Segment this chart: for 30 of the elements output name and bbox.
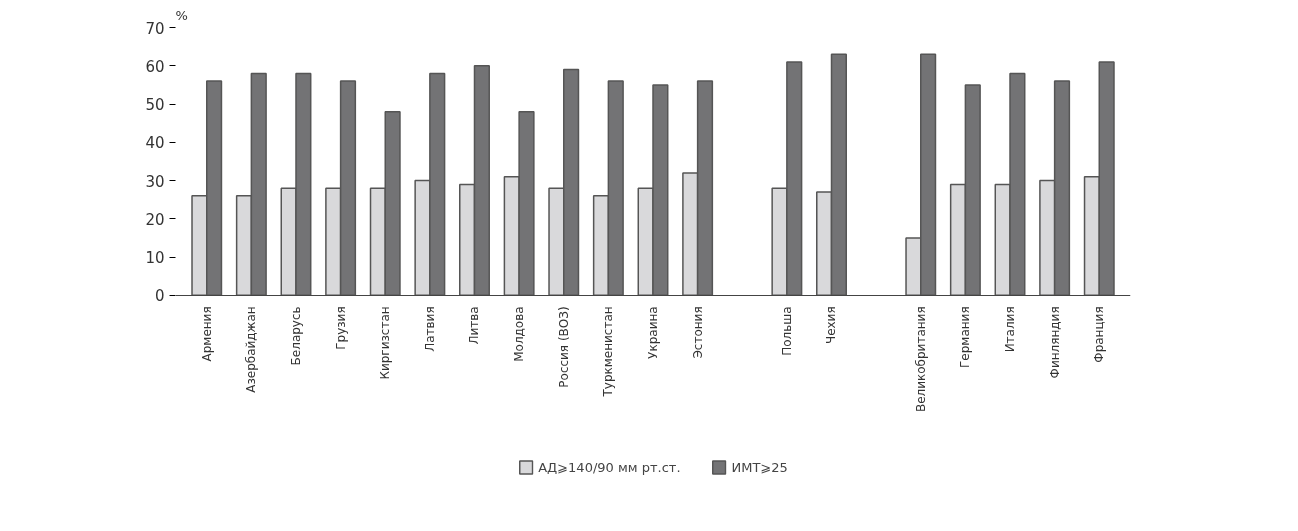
x-tick-label: Азербайджан <box>244 306 259 393</box>
x-tick-label: Финляндия <box>1047 306 1062 379</box>
x-tick-label: Латвия <box>422 306 437 352</box>
x-tick-label: Грузия <box>333 306 348 350</box>
y-tick-label: 60 <box>145 57 165 76</box>
y-tick-label: 10 <box>145 249 165 268</box>
x-tick-label: Италия <box>1003 306 1018 353</box>
x-tick-label: Чехия <box>824 306 839 345</box>
x-tick-label: Беларусь <box>288 306 303 366</box>
x-tick-label: Молдова <box>512 306 527 362</box>
y-tick-label: 40 <box>145 134 165 153</box>
x-tick-label: Великобритания <box>913 306 928 413</box>
x-tick-label: Эстония <box>690 306 705 359</box>
y-axis-title: % <box>175 7 188 23</box>
x-tick-label: Украина <box>646 306 660 359</box>
legend-label: АД⩾140/90 мм рт.ст. <box>538 459 681 475</box>
y-tick-label: 20 <box>145 210 165 229</box>
y-tick-label: 30 <box>145 172 165 191</box>
y-tick-label: 70 <box>145 19 165 38</box>
legend-label: ИМТ⩾25 <box>731 459 788 475</box>
x-tick-label: Литва <box>467 306 482 345</box>
x-tick-label: Польша <box>779 306 794 356</box>
x-tick-label: Германия <box>958 306 973 368</box>
y-tick-label: 0 <box>154 287 165 306</box>
y-tick-label: 50 <box>145 96 165 115</box>
x-tick-label: Туркменистан <box>601 306 616 398</box>
x-tick-label: Киргизстан <box>378 306 393 380</box>
x-tick-label: Россия (ВОЗ) <box>556 306 571 388</box>
x-tick-label: Армения <box>199 306 214 362</box>
x-tick-label: Франция <box>1092 306 1107 363</box>
